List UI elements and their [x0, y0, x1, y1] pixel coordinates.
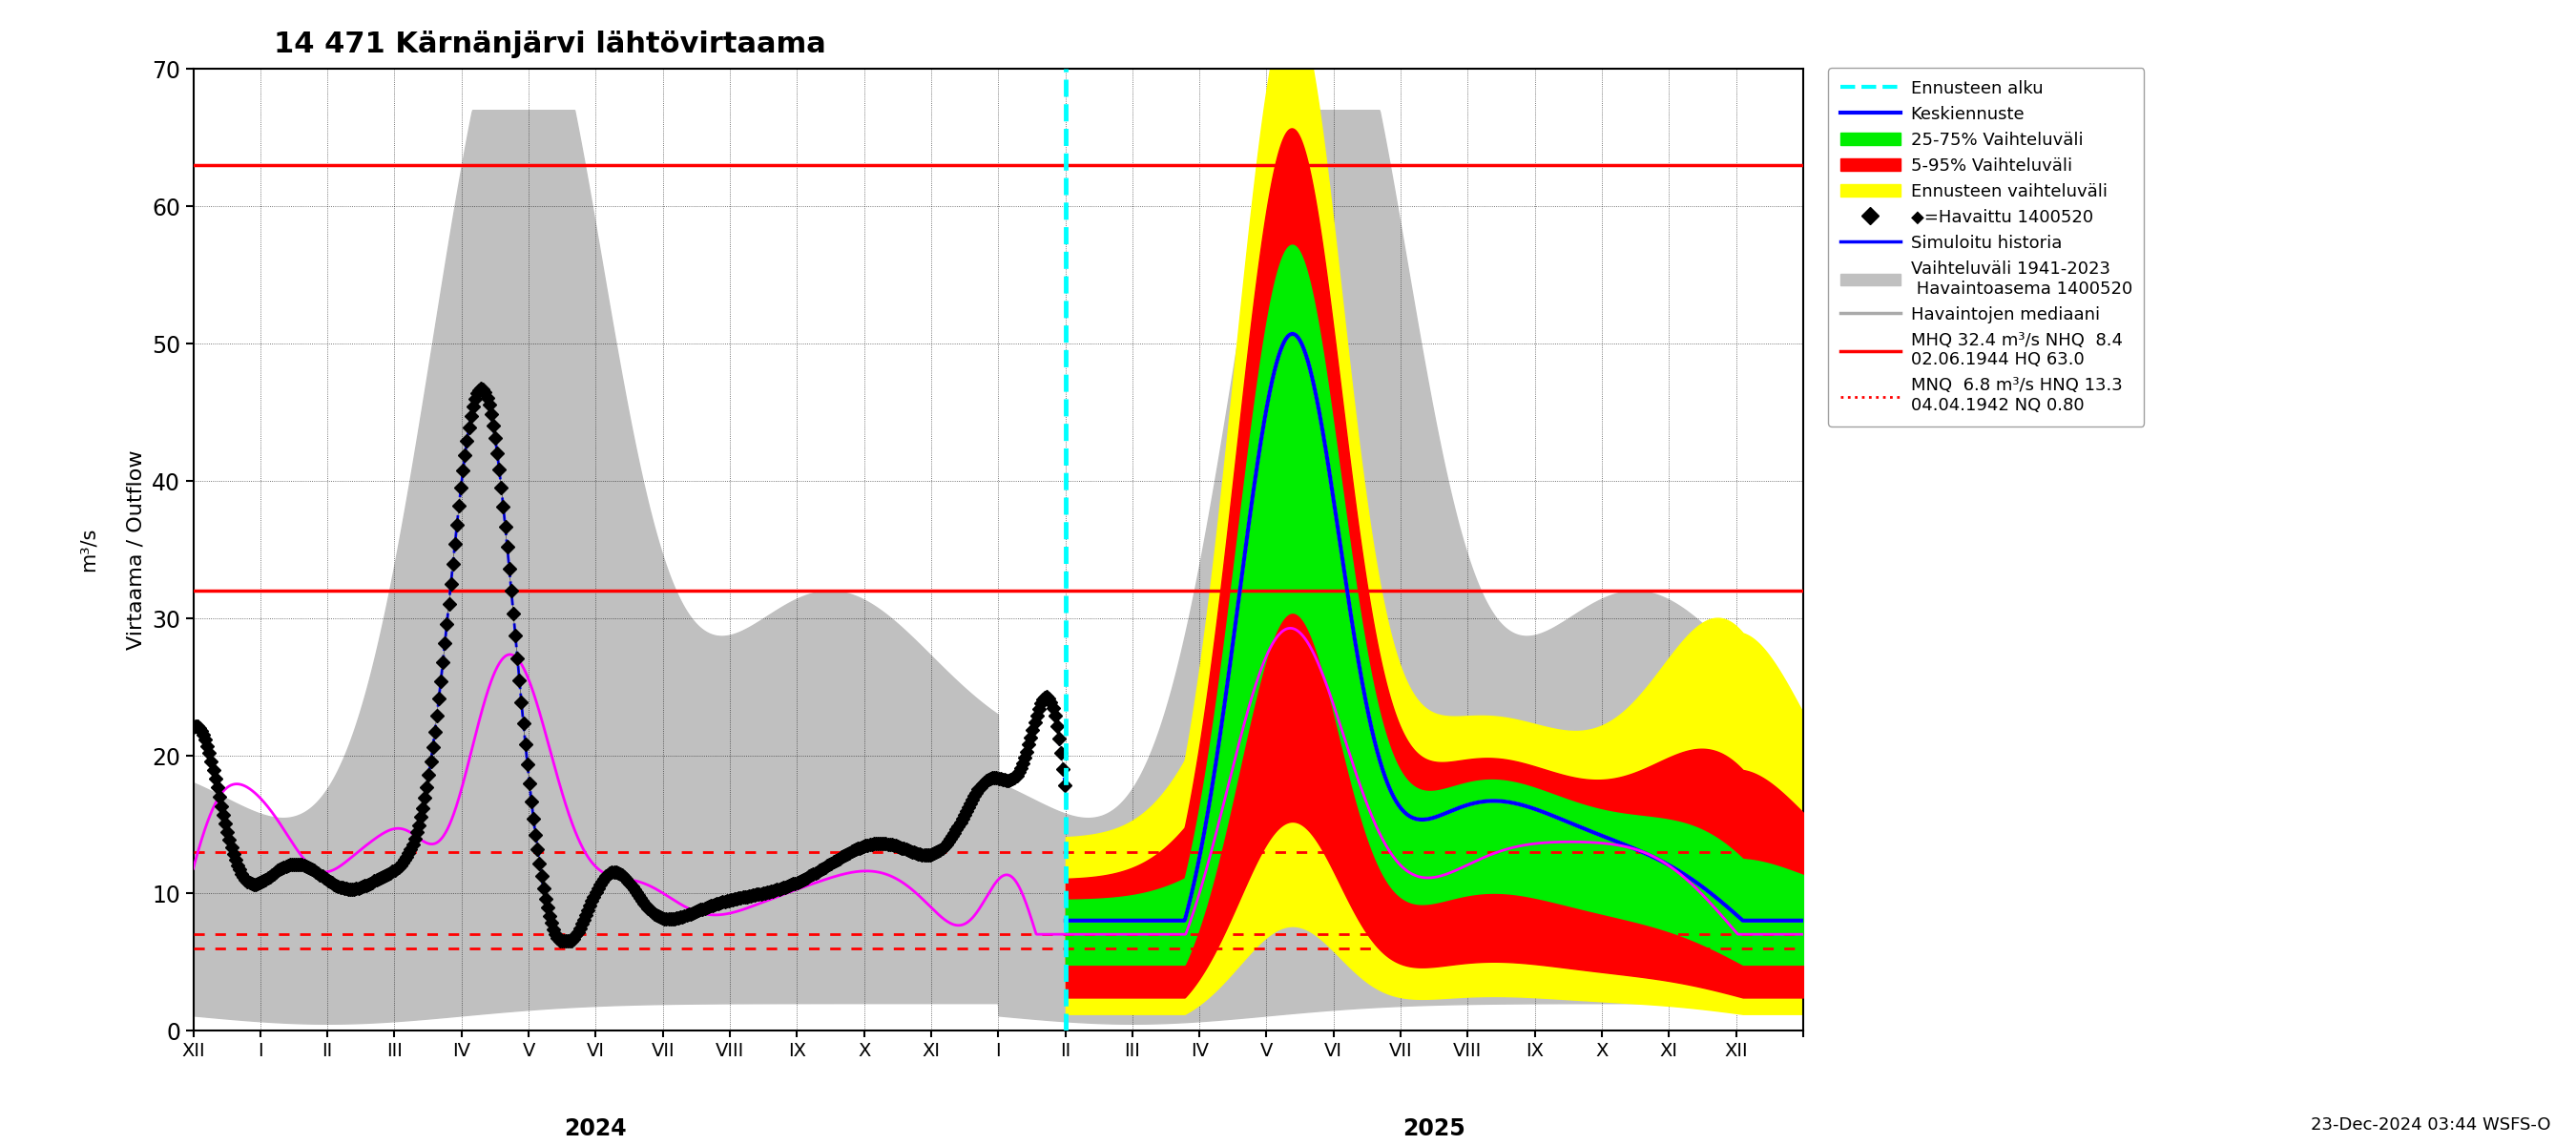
Text: 14 471 Kärnänjärvi lähtövirtaama: 14 471 Kärnänjärvi lähtövirtaama — [273, 31, 827, 58]
Text: 2024: 2024 — [564, 1118, 626, 1140]
Text: 2025: 2025 — [1404, 1118, 1466, 1140]
Y-axis label: Virtaama / Outflow: Virtaama / Outflow — [126, 450, 144, 649]
Text: 23-Dec-2024 03:44 WSFS-O: 23-Dec-2024 03:44 WSFS-O — [2311, 1116, 2550, 1134]
Text: m³/s: m³/s — [80, 528, 98, 571]
Legend: Ennusteen alku, Keskiennuste, 25-75% Vaihteluväli, 5-95% Vaihteluväli, Ennusteen: Ennusteen alku, Keskiennuste, 25-75% Vai… — [1829, 68, 2143, 426]
